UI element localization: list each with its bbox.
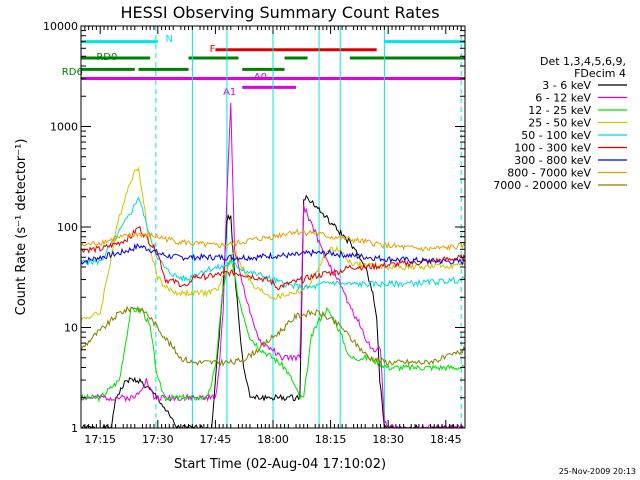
- x-axis-label: Start Time (02-Aug-04 17:10:02): [174, 457, 386, 472]
- series-lines: [80, 102, 466, 430]
- legend-entry-label: 12 - 25 keV: [528, 104, 591, 117]
- flag-label: N: [165, 34, 172, 45]
- flag-label: RD0: [96, 52, 117, 63]
- legend-title-line-2: FDecim 4: [574, 67, 626, 80]
- series-line-2: [80, 256, 466, 403]
- y-tick-label: 10000: [43, 20, 78, 33]
- flag-label: A1: [223, 87, 236, 98]
- legend-entry-label: 300 - 800 keV: [514, 154, 591, 167]
- y-tick-label: 1: [71, 422, 78, 435]
- flag-label: RD6: [62, 67, 83, 78]
- series-line-3: [80, 166, 466, 323]
- y-tick-label: 10: [64, 322, 78, 335]
- date-stamp: 25-Nov-2009 20:13: [559, 467, 636, 476]
- legend-entry-label: 7000 - 20000 keV: [493, 179, 591, 192]
- y-axis: 1 10 100 1000 10000: [43, 20, 465, 435]
- x-tick-label: 18:30: [372, 433, 404, 446]
- series-line-4: [80, 196, 466, 291]
- flag-label: F: [210, 44, 216, 55]
- legend-entry-label: 6 - 12 keV: [535, 92, 591, 105]
- flag-label: A0: [254, 72, 267, 83]
- legend-entry-label: 100 - 300 keV: [514, 142, 591, 155]
- x-tick-label: 17:30: [142, 433, 174, 446]
- y-tick-label: 100: [57, 221, 78, 234]
- legend-entry-label: 800 - 7000 keV: [507, 167, 591, 180]
- x-axis: 17:15 17:30 17:45 18:00 18:15 18:30 18:45: [84, 26, 462, 446]
- series-line-6: [80, 242, 466, 266]
- legend-title-line-1: Det 1,3,4,5,6,9,: [540, 55, 626, 68]
- x-tick-label: 18:00: [257, 433, 289, 446]
- legend-entry-label: 3 - 6 keV: [542, 79, 591, 92]
- y-tick-label: 1000: [50, 121, 78, 134]
- series-line-1: [80, 102, 466, 430]
- series-line-8: [80, 305, 466, 367]
- y-axis-label: Count Rate (s⁻¹ detector⁻¹): [14, 139, 29, 316]
- x-tick-label: 17:45: [200, 433, 232, 446]
- x-tick-label: 18:15: [315, 433, 347, 446]
- chart-title: HESSI Observing Summary Count Rates: [120, 3, 439, 22]
- x-tick-label: 18:45: [430, 433, 462, 446]
- legend-entry-label: 50 - 100 keV: [521, 129, 591, 142]
- x-tick-label: 17:15: [84, 433, 116, 446]
- instrument-flag-bars: N F RD0 RD6 A0 A1: [62, 34, 465, 98]
- legend-entry-label: 25 - 50 keV: [528, 117, 591, 130]
- series-line-7: [80, 228, 466, 253]
